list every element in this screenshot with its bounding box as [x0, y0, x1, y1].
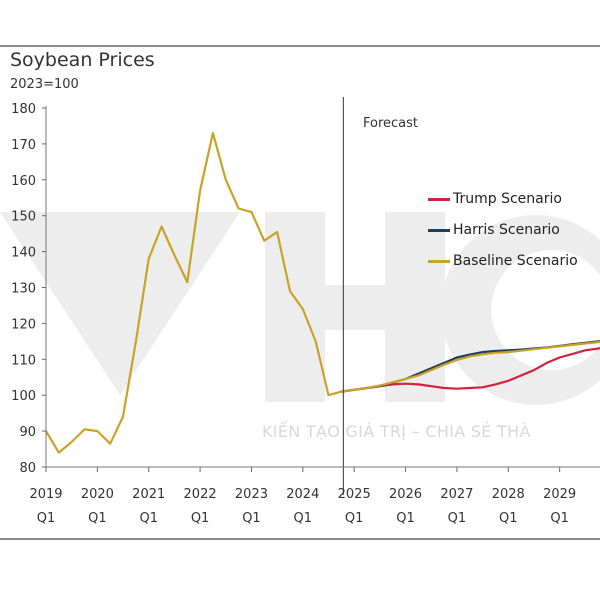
watermark-logo [0, 212, 600, 405]
y-tick-label: 110 [11, 353, 36, 368]
x-tick-quarter: Q1 [37, 511, 56, 526]
chart-subtitle: 2023=100 [10, 77, 79, 92]
legend-swatch-baseline [428, 259, 450, 263]
y-tick-label: 90 [19, 425, 36, 440]
x-tick-year: 2020 [81, 487, 114, 502]
legend-label-harris: Harris Scenario [453, 222, 560, 238]
x-tick-quarter: Q1 [448, 511, 467, 526]
x-tick-year: 2029 [543, 487, 576, 502]
y-tick-label: 160 [11, 174, 36, 189]
legend-swatch-harris [428, 228, 450, 232]
x-tick-year: 2027 [440, 487, 473, 502]
x-tick-quarter: Q1 [499, 511, 518, 526]
x-tick-quarter: Q1 [88, 511, 107, 526]
x-tick-year: 2025 [338, 487, 371, 502]
x-tick-quarter: Q1 [345, 511, 364, 526]
x-tick-year: 2024 [286, 487, 319, 502]
y-tick-label: 130 [11, 282, 36, 297]
x-tick-year: 2026 [389, 487, 422, 502]
watermark-triangle [0, 212, 240, 395]
watermark-text: KIẾN TẠO GIÁ TRỊ – CHIA SẺ THÀ [262, 422, 531, 441]
y-tick-label: 150 [11, 210, 36, 225]
axis-lines [45, 106, 600, 468]
y-axis: 80 90 100 110 120 130 140 150 160 170 180 [11, 102, 46, 476]
x-tick-quarter: Q1 [191, 511, 210, 526]
chart-title: Soybean Prices [10, 49, 155, 71]
series-line-baseline [341, 340, 600, 393]
series-lines [45, 132, 600, 454]
legend-swatch-trump [428, 197, 450, 201]
y-tick-label: 170 [11, 138, 36, 153]
y-tick-label: 120 [11, 317, 36, 332]
x-tick-quarter: Q1 [242, 511, 261, 526]
x-tick-quarter: Q1 [396, 511, 415, 526]
x-tick-year: 2021 [132, 487, 165, 502]
watermark-letter-h-bar [265, 285, 445, 330]
y-tick-label: 140 [11, 246, 36, 261]
x-tick-quarter: Q1 [139, 511, 158, 526]
legend-label-baseline: Baseline Scenario [453, 253, 578, 269]
y-tick-label: 180 [11, 102, 36, 117]
y-tick-label: 100 [11, 389, 36, 404]
x-axis: 2019 Q1 2020 Q1 2021 Q1 2022 Q1 2023 Q1 2024 Q1 2025… [29, 467, 576, 526]
forecast-label: Forecast [363, 116, 419, 131]
legend-label-trump: Trump Scenario [453, 191, 562, 207]
x-tick-quarter: Q1 [550, 511, 569, 526]
legend-item-trump: Trump Scenario [428, 189, 562, 209]
chart-frame [0, 45, 600, 540]
legend-item-baseline: Baseline Scenario [428, 251, 578, 271]
x-tick-quarter: Q1 [294, 511, 313, 526]
x-tick-year: 2028 [492, 487, 525, 502]
legend-item-harris: Harris Scenario [428, 220, 560, 240]
watermark-letter-c [440, 215, 600, 405]
series-line-history [45, 132, 342, 454]
x-tick-year: 2019 [29, 487, 62, 502]
x-tick-year: 2022 [184, 487, 217, 502]
y-tick-label: 80 [19, 461, 36, 476]
x-tick-year: 2023 [235, 487, 268, 502]
